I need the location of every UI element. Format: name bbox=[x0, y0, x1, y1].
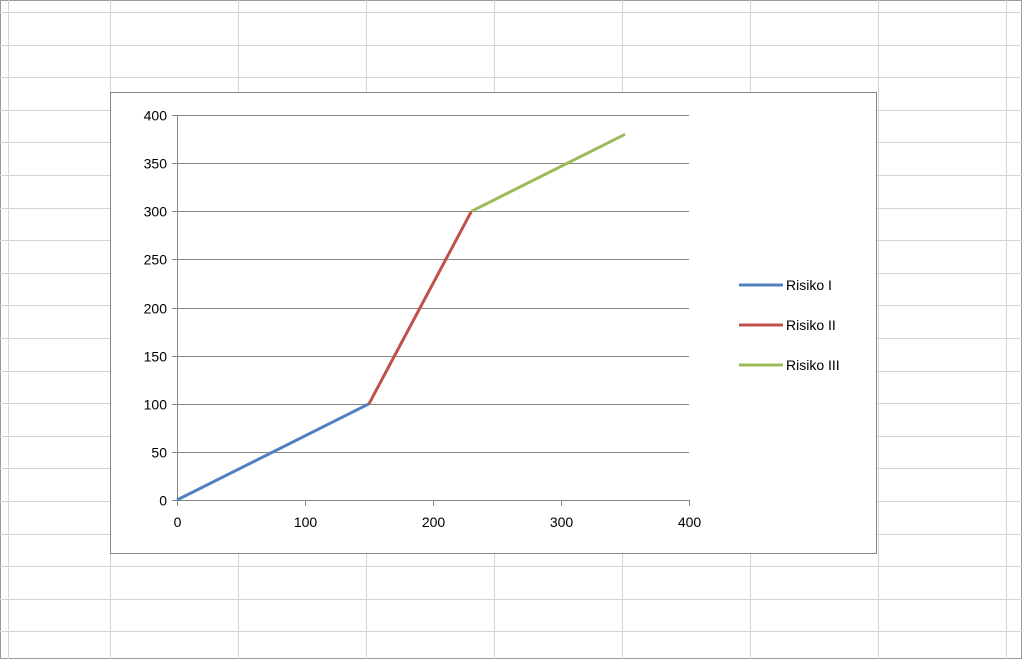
legend-label-1: Risiko I bbox=[786, 277, 832, 293]
x-tick-label: 300 bbox=[550, 514, 574, 530]
series-line-3[interactable] bbox=[470, 132, 626, 213]
legend-label-3: Risiko III bbox=[786, 357, 840, 373]
series-line-1[interactable] bbox=[176, 402, 370, 502]
y-tick-label: 200 bbox=[144, 301, 168, 317]
y-tick-label: 150 bbox=[144, 349, 168, 365]
y-tick-label: 300 bbox=[144, 204, 168, 220]
x-tick-label: 100 bbox=[294, 514, 318, 530]
line-chart-plot: 0 50 100 150 200 250 300 350 400 0 100 200 300 400 Ris… bbox=[144, 108, 840, 531]
x-tick-label: 0 bbox=[174, 514, 182, 530]
chart[interactable]: 0 50 100 150 200 250 300 350 400 0 100 200 300 400 Ris… bbox=[110, 92, 877, 554]
y-tick-label: 100 bbox=[144, 397, 168, 413]
legend-label-2: Risiko II bbox=[786, 317, 836, 333]
y-tick-label: 0 bbox=[159, 493, 167, 509]
y-tick-label: 50 bbox=[151, 445, 167, 461]
x-tick-label: 400 bbox=[678, 514, 702, 530]
y-tick-label: 350 bbox=[144, 156, 168, 172]
y-tick-label: 400 bbox=[144, 108, 168, 124]
series-line-2[interactable] bbox=[367, 210, 473, 405]
y-tick-label: 250 bbox=[144, 252, 168, 268]
x-tick-label: 200 bbox=[422, 514, 446, 530]
